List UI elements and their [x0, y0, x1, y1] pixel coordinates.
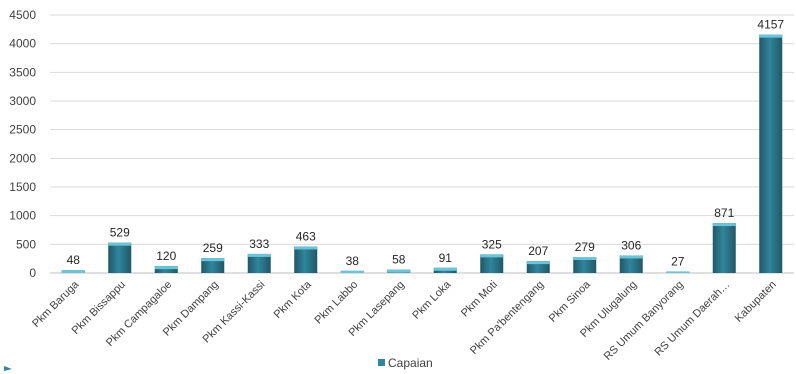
corner-marker — [4, 366, 12, 371]
bar-body — [480, 254, 504, 273]
bar — [108, 242, 132, 273]
data-label: 91 — [439, 251, 453, 265]
y-tick-label: 3000 — [9, 94, 36, 108]
bar-body — [108, 242, 132, 273]
data-label: 259 — [203, 241, 223, 255]
data-label: 27 — [671, 254, 685, 268]
bar-cap — [759, 34, 783, 38]
data-label: 38 — [346, 254, 360, 268]
bar-body — [759, 34, 783, 274]
y-axis-ticks: 0 500 1000 1500 2000 2500 3000 3500 4000 4500 — [9, 8, 36, 280]
bar-cap — [154, 266, 178, 270]
bar — [480, 254, 504, 273]
bar — [294, 246, 318, 273]
bar — [619, 255, 643, 273]
bar — [387, 269, 411, 273]
bar — [433, 267, 457, 273]
bar-cap — [387, 269, 411, 273]
bar-cap — [573, 257, 597, 261]
x-tick-label: Pkm Labbo — [313, 279, 361, 327]
bar — [340, 270, 364, 273]
y-tick-label: 1500 — [9, 180, 36, 194]
data-label: 207 — [528, 244, 548, 258]
bar — [247, 253, 271, 273]
data-label: 463 — [296, 229, 316, 243]
x-tick-label: Kabupaten — [733, 279, 779, 325]
bar-cap — [294, 246, 318, 250]
bar-body — [247, 253, 271, 273]
y-tick-label: 2000 — [9, 151, 36, 165]
legend: Capaian — [378, 356, 433, 370]
bar-body — [526, 261, 550, 273]
x-tick-label: Pkm Moti — [459, 279, 500, 320]
bars — [61, 34, 783, 274]
bar — [201, 258, 225, 273]
data-label: 325 — [482, 237, 502, 251]
data-labels: 48 529 120 259 333 463 38 58 91 325 207 279 306 27 871… — [67, 18, 785, 269]
bar-cap — [480, 254, 504, 258]
bar-cap — [247, 253, 271, 257]
y-tick-label: 4500 — [9, 8, 36, 22]
data-label: 120 — [156, 249, 176, 263]
bar-cap — [201, 258, 225, 262]
bar-cap — [108, 242, 132, 246]
data-label: 4157 — [757, 18, 784, 32]
bar-cap — [61, 270, 85, 273]
bar-cap — [526, 261, 550, 265]
data-label: 306 — [621, 238, 641, 252]
bar — [154, 266, 178, 273]
bar-body — [294, 246, 318, 273]
y-tick-label: 3500 — [9, 65, 36, 79]
bar-cap — [666, 271, 690, 273]
bar-body — [712, 223, 736, 273]
data-label: 279 — [575, 240, 595, 254]
bar-body — [573, 257, 597, 273]
bar — [759, 34, 783, 274]
gridlines — [50, 14, 794, 274]
legend-label: Capaian — [388, 356, 433, 370]
data-label: 58 — [392, 253, 406, 267]
y-tick-label: 500 — [16, 237, 36, 251]
y-tick-label: 1000 — [9, 209, 36, 223]
x-tick-label: Pkm Sinoa — [547, 278, 594, 325]
y-tick-label: 4000 — [9, 37, 36, 51]
bar-cap — [712, 223, 736, 227]
bar — [666, 271, 690, 273]
bar-cap — [340, 270, 364, 273]
bar-body — [154, 266, 178, 273]
x-tick-label: Pkm Kota — [272, 278, 315, 321]
data-label: 333 — [249, 237, 269, 251]
data-label: 529 — [110, 226, 130, 240]
data-label: 871 — [714, 206, 734, 220]
bar — [573, 257, 597, 273]
bar — [526, 261, 550, 273]
bar-body — [201, 258, 225, 273]
x-tick-label: Pkm Baruga — [30, 278, 82, 330]
x-tick-label: RS Umum Banyorang — [602, 279, 686, 363]
x-tick-label: Pkm Loka — [410, 278, 454, 322]
legend-swatch — [378, 359, 385, 366]
bar-cap — [433, 267, 457, 271]
bar — [61, 270, 85, 273]
y-tick-label: 2500 — [9, 123, 36, 137]
data-label: 48 — [67, 253, 81, 267]
y-tick-label: 0 — [29, 266, 36, 280]
bar-body — [619, 255, 643, 273]
bar — [712, 223, 736, 273]
bar-cap — [619, 255, 643, 259]
